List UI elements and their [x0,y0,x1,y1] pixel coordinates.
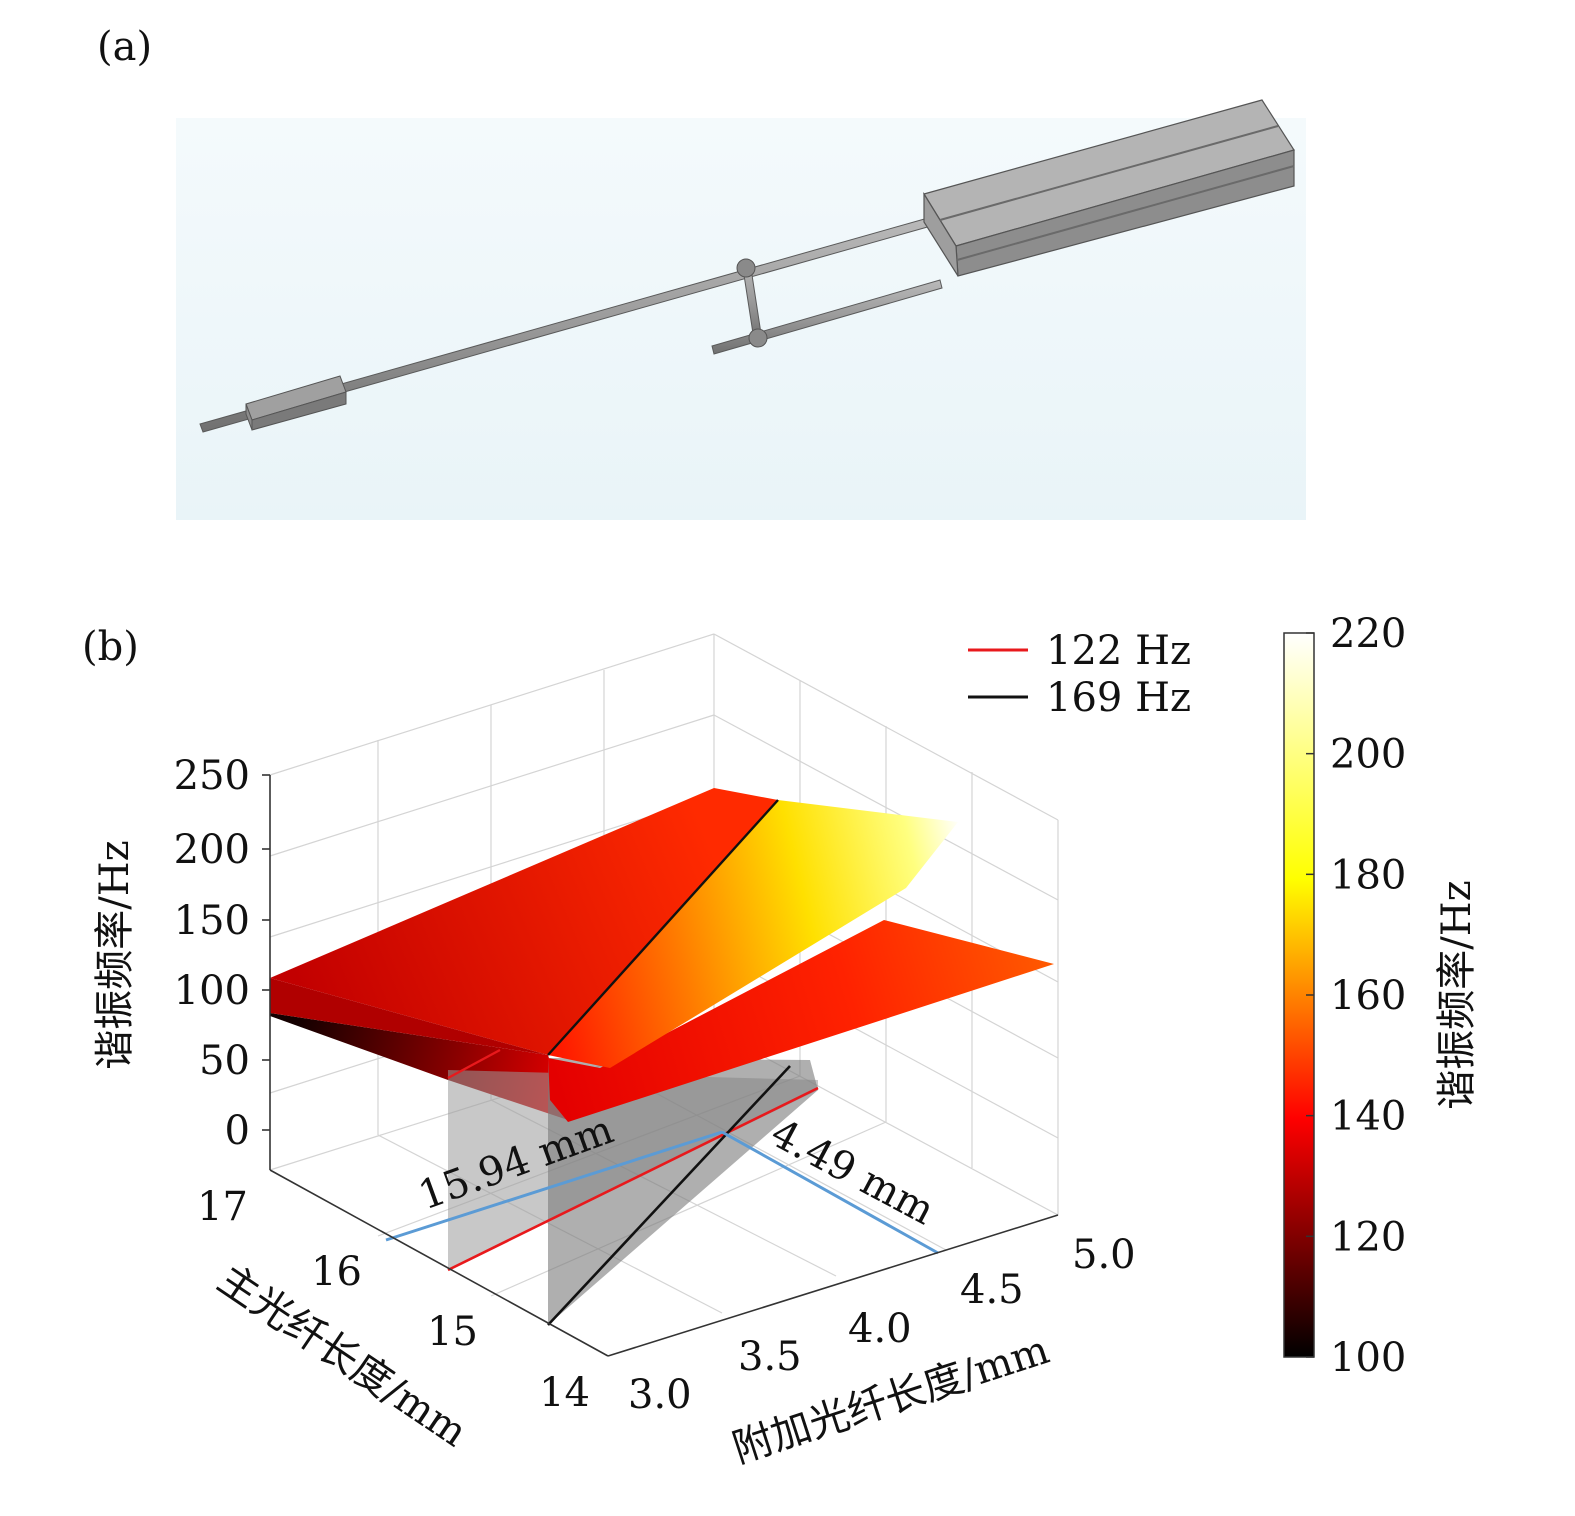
colorbar: 220 200 180 160 140 120 100 谐振频率/Hz [1283,611,1480,1381]
x-tick-label: 4.5 [960,1267,1024,1313]
colorbar-ticks: 220 200 180 160 140 120 100 [1306,611,1406,1381]
fiber-vibration-sensor-3d-model [176,99,1306,520]
y-tick-label: 16 [311,1249,362,1295]
y-tick-label: 15 [427,1309,478,1355]
x-tick-label: 3.5 [738,1334,802,1380]
contour-169hz-floor [547,1065,791,1326]
contour-122hz-floor [447,1086,819,1272]
z-tick-label: 50 [199,1038,250,1084]
colorbar-tick-label: 220 [1330,611,1406,657]
contour-169hz-on-surface [547,799,779,1056]
upper-surface-left [270,788,778,1055]
y-tick-label: 17 [197,1184,248,1230]
colorbar-tick-label: 180 [1330,852,1406,898]
x-tick-label: 4.0 [848,1306,912,1352]
guide-line-main-fiber [385,1130,723,1242]
upper-surface-right [548,800,958,1068]
annotation-additional-length: 4.49 mm [763,1110,941,1234]
axis-lines [269,775,1059,1357]
x-axis-ticks: 3.0 3.5 4.0 4.5 5.0 [628,1232,1136,1418]
legend-label-169hz: 169 Hz [1046,675,1191,721]
colorbar-tick-label: 100 [1330,1335,1406,1381]
panel-b-label: (b) [82,624,139,670]
colorbar-tick-label: 140 [1330,1094,1406,1140]
z-axis-label: 谐振频率/Hz [92,840,138,1069]
upper-surface-under [270,978,548,1055]
contour-122hz-on-surface [447,1048,501,1080]
guide-line-additional-fiber [721,1130,939,1255]
z-tick-label: 250 [174,753,250,799]
lower-surface-right [548,920,1054,1122]
y-tick-label: 14 [539,1370,590,1416]
colorbar-tick-label: 120 [1330,1214,1406,1260]
z-tick-label: 100 [174,968,250,1014]
resonance-surfaces [270,788,1054,1326]
y-axis-ticks: 17 16 15 14 [197,1184,590,1416]
z-axis-ticks: 250 200 150 100 50 0 [174,753,270,1154]
legend-label-122hz: 122 Hz [1046,628,1191,674]
x-tick-label: 3.0 [628,1372,692,1418]
z-tick-label: 0 [225,1108,250,1154]
z-tick-label: 150 [174,898,250,944]
colorbar-tick-label: 160 [1330,973,1406,1019]
colorbar-label: 谐振频率/Hz [1434,880,1480,1109]
projection-plane-169hz [548,1058,818,1325]
legend: 122 Hz 169 Hz [968,628,1191,721]
panel-a-label: (a) [97,24,152,70]
colorbar-tick-label: 200 [1330,732,1406,778]
z-tick-label: 200 [174,827,250,873]
x-tick-label: 5.0 [1072,1232,1136,1278]
